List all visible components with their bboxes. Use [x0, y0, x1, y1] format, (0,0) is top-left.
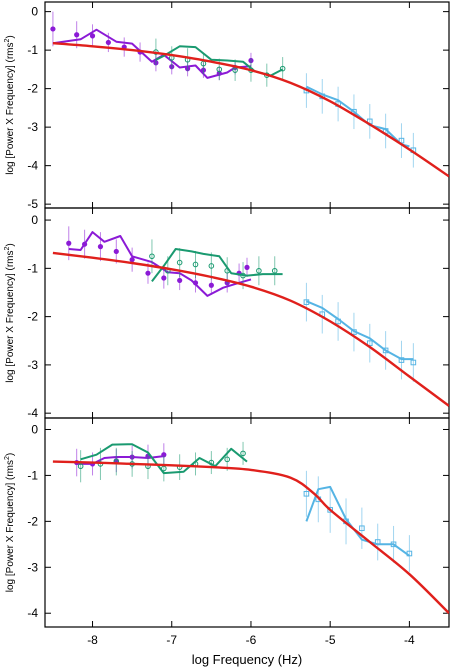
panel-frame	[44, 207, 450, 419]
y-tick-label: 0	[31, 213, 38, 227]
series-green	[149, 239, 283, 290]
series-line	[305, 485, 410, 557]
data-point	[149, 253, 155, 260]
y-axis-label: log [Power X Frequency] (rms2)	[4, 453, 16, 593]
data-point	[105, 39, 111, 46]
series-line	[80, 443, 248, 475]
data-point	[359, 525, 365, 532]
series-green	[77, 441, 248, 483]
x-tick-labels: -8 -7 -6 -5 -4	[87, 633, 415, 647]
data-point	[244, 264, 250, 270]
x-tick-label: -7	[166, 633, 177, 647]
y-tick-label: -2	[27, 310, 38, 324]
data-point	[50, 26, 56, 32]
data-point	[256, 267, 262, 274]
data-point	[177, 277, 183, 284]
data-point	[366, 340, 373, 346]
x-axis-label: log Frequency (Hz)	[192, 652, 303, 667]
y-tick-label: -5	[27, 197, 38, 211]
data-point	[66, 240, 72, 246]
y-axis-label-text: log [Power X Frequency] (rms	[5, 460, 16, 592]
y-axis-label-text: log [Power X Frequency] (rms	[5, 250, 16, 382]
y-tick-label: -3	[27, 560, 38, 574]
y-axis-label-superscript: 2	[4, 38, 11, 42]
model-curve	[52, 251, 449, 407]
panel-data	[52, 441, 449, 615]
y-tick-label: -4	[27, 606, 38, 620]
model-curve	[52, 42, 449, 178]
data-point	[145, 270, 151, 276]
data-point	[271, 267, 278, 274]
data-point	[208, 263, 215, 269]
y-axis-label-end: )	[5, 35, 16, 38]
panel-frame	[44, 1, 450, 209]
data-point	[382, 347, 389, 354]
panel-frame	[44, 417, 450, 628]
y-tick-label: -1	[27, 468, 38, 482]
y-axis-label-superscript: 2	[4, 246, 11, 250]
data-point	[97, 244, 104, 250]
y-axis-label-end: )	[5, 243, 16, 246]
y-tick-label: -4	[27, 159, 38, 173]
y-tick-label: -3	[27, 358, 38, 372]
y-tick-label: 0	[31, 5, 38, 19]
panel-data	[50, 11, 449, 178]
data-point	[240, 450, 246, 457]
data-point	[192, 261, 199, 268]
y-axis-label-end: )	[5, 453, 16, 456]
y-tick-label: -4	[27, 406, 38, 420]
series-blue	[303, 282, 417, 382]
y-axis-label-text: log [Power X Frequency] (rms	[5, 42, 16, 174]
y-tick-label: 0	[31, 422, 38, 436]
x-tick-label: -8	[87, 633, 98, 647]
data-point	[113, 248, 119, 255]
data-point	[410, 359, 417, 366]
data-point	[224, 456, 230, 463]
data-point	[74, 32, 80, 38]
y-tick-label: -1	[27, 43, 38, 57]
model-curve	[52, 460, 449, 615]
data-point	[279, 65, 286, 72]
data-point	[232, 67, 238, 73]
series-blue	[303, 470, 413, 572]
y-axis-label: log [Power X Frequency] (rms2)	[4, 243, 16, 383]
data-point	[216, 66, 223, 73]
y-tick-label: -1	[27, 261, 38, 275]
data-point	[327, 507, 333, 513]
x-tick-label: -4	[404, 633, 415, 647]
panel-2: 0 -1 -2 -3 -4 log [Power X Frequency] (rms2)	[4, 207, 450, 420]
data-point	[303, 490, 310, 497]
data-point	[176, 259, 183, 266]
y-axis-label: log [Power X Frequency] (rms2)	[4, 35, 16, 175]
x-tick-label: -5	[325, 633, 336, 647]
y-tick-label: -2	[27, 514, 38, 528]
y-tick-label: -3	[27, 120, 38, 134]
y-tick-label: -2	[27, 82, 38, 96]
panel-data	[52, 226, 449, 407]
data-point	[129, 257, 135, 263]
panel-3: 0 -1 -2 -3 -4 log [Power X Frequency] (rms2)	[4, 417, 450, 628]
data-point	[77, 463, 84, 470]
series-blue	[303, 73, 417, 168]
data-point	[161, 275, 167, 281]
series-line	[306, 300, 414, 361]
series-line	[151, 248, 283, 283]
x-tick-label: -6	[246, 633, 257, 647]
panel-1: 0 -1 -2 -3 -4 -5 log [Power X Frequency] (rms2…	[4, 1, 450, 211]
series-purple	[66, 226, 252, 297]
data-point	[89, 33, 96, 39]
data-point	[208, 282, 214, 288]
y-axis-label-superscript: 2	[4, 456, 11, 460]
